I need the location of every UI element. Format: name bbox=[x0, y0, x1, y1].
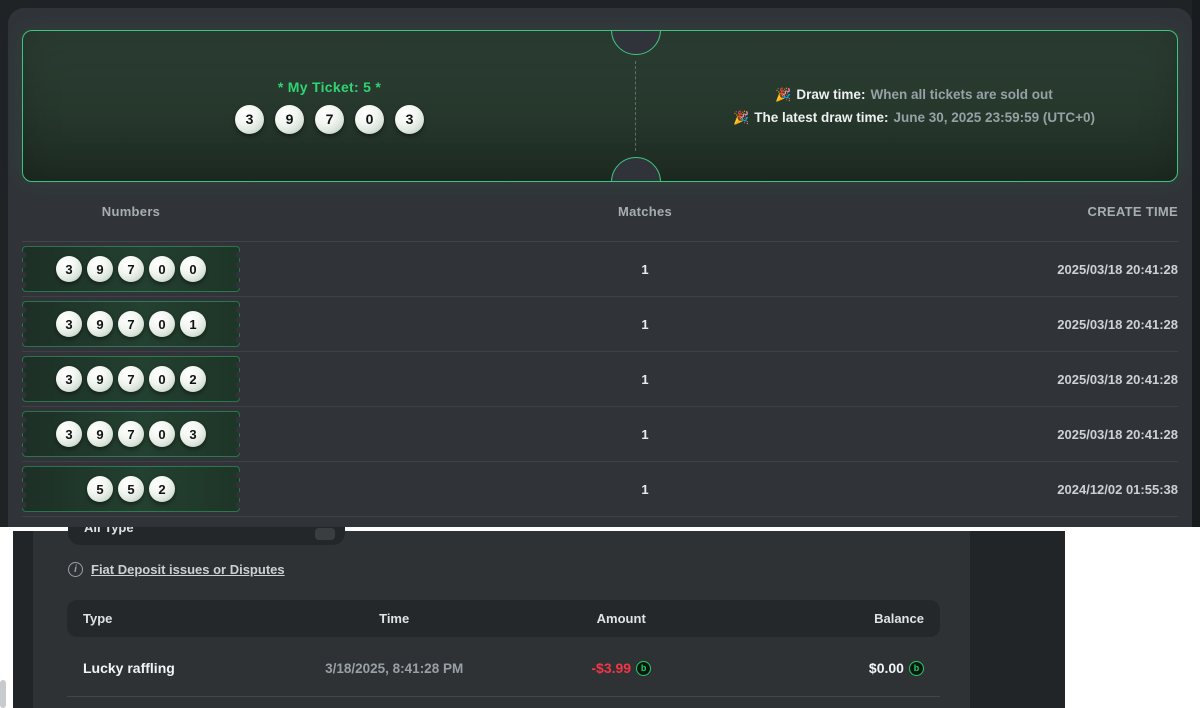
draw-time-section: 🎉 Draw time: When all tickets are sold out… bbox=[663, 31, 1165, 181]
lottery-ball: 9 bbox=[87, 311, 113, 337]
amount-value: -$3.99 bbox=[591, 660, 632, 676]
matches-value: 1 bbox=[641, 316, 649, 332]
create-time-value: 2025/03/18 20:41:28 bbox=[1057, 426, 1178, 442]
transaction-balance: $0.00 b bbox=[722, 660, 924, 676]
lottery-ball: 0 bbox=[149, 311, 175, 337]
tickets-table: Numbers Matches CREATE TIME 3 9 7 0 0 1 … bbox=[8, 182, 1192, 517]
numbers-pill: 3 9 7 0 2 bbox=[19, 356, 243, 402]
lottery-ball: 0 bbox=[180, 256, 206, 282]
transaction-type: Lucky raffling bbox=[83, 660, 175, 676]
lottery-ball: 0 bbox=[149, 366, 175, 392]
tickets-table-header: Numbers Matches CREATE TIME bbox=[22, 182, 1178, 242]
wallet-content: All Type i Fiat Deposit issues or Disput… bbox=[33, 527, 970, 708]
wallet-table-header: Type Time Amount Balance bbox=[67, 600, 940, 637]
lottery-ball: 3 bbox=[395, 104, 424, 134]
table-row: 5 5 2 1 2024/12/02 01:55:38 bbox=[19, 462, 1178, 517]
matches-value: 1 bbox=[641, 371, 649, 387]
wallet-panel: All Type i Fiat Deposit issues or Disput… bbox=[13, 527, 1065, 708]
lottery-ball: 0 bbox=[355, 104, 384, 134]
table-row: 3 9 7 0 0 1 2025/03/18 20:41:28 bbox=[19, 242, 1178, 297]
coin-icon: b bbox=[636, 660, 652, 676]
lottery-ball: 1 bbox=[180, 311, 206, 337]
balance-header: Balance bbox=[874, 611, 924, 626]
ticket-perforation bbox=[635, 61, 636, 151]
latest-draw-time-label: The latest draw time: bbox=[754, 109, 889, 125]
numbers-pill: 3 9 7 0 3 bbox=[19, 411, 243, 457]
lottery-ball: 7 bbox=[315, 104, 344, 134]
wallet-window: All Type i Fiat Deposit issues or Disput… bbox=[0, 527, 1200, 708]
fiat-dispute-link[interactable]: Fiat Deposit issues or Disputes bbox=[91, 562, 285, 577]
lottery-ball: 5 bbox=[87, 476, 113, 502]
create-time-value: 2025/03/18 20:41:28 bbox=[1057, 316, 1178, 332]
time-header: Time bbox=[379, 611, 410, 626]
numbers-pill: 3 9 7 0 0 bbox=[19, 246, 243, 292]
create-time-header: CREATE TIME bbox=[1087, 204, 1178, 219]
lottery-ball: 2 bbox=[149, 476, 175, 502]
confetti-icon: 🎉 bbox=[733, 109, 750, 125]
lottery-ball: 2 bbox=[180, 366, 206, 392]
draw-time-line: 🎉 Draw time: When all tickets are sold out bbox=[775, 87, 1053, 103]
lottery-ball: 7 bbox=[118, 421, 144, 447]
table-row: 3 9 7 0 2 1 2025/03/18 20:41:28 bbox=[19, 352, 1178, 407]
lottery-ball: 7 bbox=[118, 256, 144, 282]
numbers-pill: 5 5 2 bbox=[19, 466, 243, 512]
type-filter-value: All Type bbox=[84, 527, 134, 535]
transaction-time: 3/18/2025, 8:41:28 PM bbox=[325, 660, 464, 676]
matches-value: 1 bbox=[641, 426, 649, 442]
lottery-ball: 3 bbox=[180, 421, 206, 447]
lottery-ball: 0 bbox=[149, 421, 175, 447]
chevron-down-icon bbox=[315, 528, 335, 540]
row-divider bbox=[67, 696, 940, 697]
latest-draw-time-value: June 30, 2025 23:59:59 (UTC+0) bbox=[893, 109, 1095, 125]
scrollbar-thumb[interactable] bbox=[0, 680, 6, 708]
transaction-amount: -$3.99 b bbox=[520, 660, 722, 676]
table-row: 3 9 7 0 3 1 2025/03/18 20:41:28 bbox=[19, 407, 1178, 462]
lottery-ball: 9 bbox=[87, 421, 113, 447]
matches-value: 1 bbox=[641, 261, 649, 277]
numbers-header: Numbers bbox=[101, 204, 161, 219]
type-header: Type bbox=[83, 611, 113, 626]
lottery-ball: 9 bbox=[275, 104, 304, 134]
latest-draw-time-line: 🎉 The latest draw time: June 30, 2025 23:5… bbox=[733, 110, 1095, 126]
create-time-value: 2025/03/18 20:41:28 bbox=[1057, 371, 1178, 387]
table-row: 3 9 7 0 1 1 2025/03/18 20:41:28 bbox=[19, 297, 1178, 352]
info-icon: i bbox=[68, 562, 83, 577]
amount-header: Amount bbox=[596, 611, 646, 626]
dispute-row: i Fiat Deposit issues or Disputes bbox=[68, 562, 285, 577]
lottery-ball: 5 bbox=[118, 476, 144, 502]
lottery-ball: 9 bbox=[87, 256, 113, 282]
table-row: Lucky raffling 3/18/2025, 8:41:28 PM -$3… bbox=[67, 643, 940, 693]
matches-header: Matches bbox=[617, 204, 673, 219]
lottery-ball: 3 bbox=[56, 256, 82, 282]
balance-value: $0.00 bbox=[868, 660, 904, 676]
lottery-panel: * My Ticket: 5 * 3 9 7 0 3 🎉 Draw time: Wh… bbox=[8, 8, 1192, 527]
lottery-ball: 9 bbox=[87, 366, 113, 392]
create-time-value: 2025/03/18 20:41:28 bbox=[1057, 261, 1178, 277]
lottery-ball: 3 bbox=[235, 104, 264, 134]
draw-time-label: Draw time: bbox=[796, 86, 866, 102]
ticket-numbers-section: * My Ticket: 5 * 3 9 7 0 3 bbox=[23, 31, 636, 181]
coin-icon: b bbox=[908, 660, 924, 676]
create-time-value: 2024/12/02 01:55:38 bbox=[1057, 481, 1178, 497]
lottery-ball: 3 bbox=[56, 421, 82, 447]
my-ticket-title: * My Ticket: 5 * bbox=[277, 78, 382, 95]
my-ticket-card: * My Ticket: 5 * 3 9 7 0 3 🎉 Draw time: Wh… bbox=[22, 30, 1178, 182]
matches-value: 1 bbox=[641, 481, 649, 497]
lottery-ball: 0 bbox=[149, 256, 175, 282]
numbers-pill: 3 9 7 0 1 bbox=[19, 301, 243, 347]
type-filter-select[interactable]: All Type bbox=[68, 527, 345, 545]
lottery-ball: 3 bbox=[56, 311, 82, 337]
lottery-ball: 7 bbox=[118, 366, 144, 392]
ticket-balls: 3 9 7 0 3 bbox=[235, 104, 424, 134]
lottery-window: * My Ticket: 5 * 3 9 7 0 3 🎉 Draw time: Wh… bbox=[0, 0, 1200, 527]
lottery-ball: 7 bbox=[118, 311, 144, 337]
confetti-icon: 🎉 bbox=[775, 86, 792, 102]
lottery-ball: 3 bbox=[56, 366, 82, 392]
draw-time-value: When all tickets are sold out bbox=[870, 86, 1053, 102]
